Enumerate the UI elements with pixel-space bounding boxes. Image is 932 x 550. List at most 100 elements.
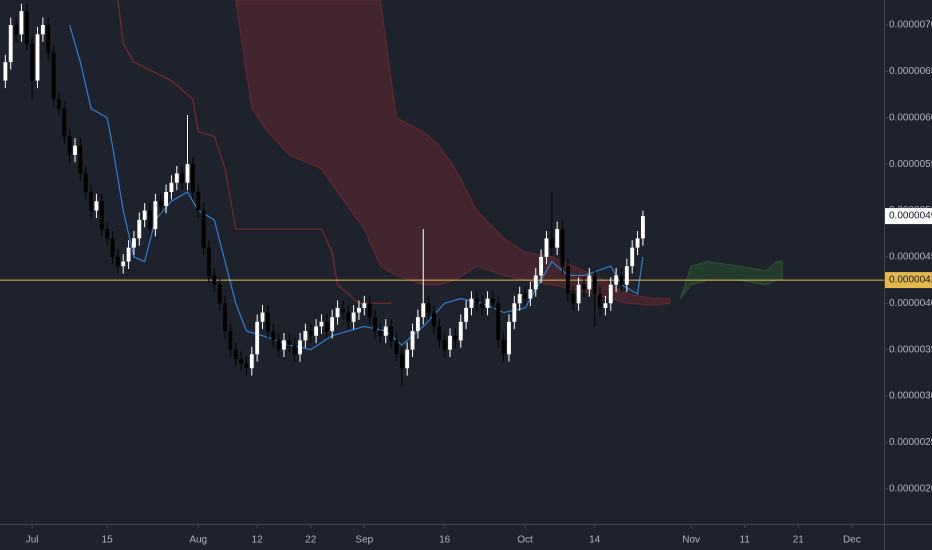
last-price-label-box: [885, 208, 932, 225]
candle-body: [458, 321, 463, 341]
candle-body: [292, 345, 297, 355]
x-tick-label: 22: [305, 535, 317, 546]
candle-body: [24, 11, 29, 44]
candle-body: [448, 335, 452, 350]
candle-body: [394, 340, 399, 355]
candle-body: [512, 303, 517, 322]
candle-body: [121, 261, 126, 267]
x-tick-label: 11: [740, 535, 751, 546]
cloud: [235, 0, 671, 306]
candle-body: [319, 321, 324, 327]
candle-body: [426, 303, 431, 313]
candle-body: [244, 363, 249, 369]
candle-body: [212, 275, 217, 285]
candle-body: [110, 238, 115, 257]
hline-label: 0.00000425: [889, 275, 932, 286]
x-tick-label: Dec: [843, 535, 861, 546]
candle-body: [614, 275, 619, 285]
candle-body: [335, 307, 340, 318]
x-tick-label: 21: [793, 535, 805, 546]
y-tick-label: 0.00000200: [889, 483, 932, 494]
last-price-label: 0.00000494: [889, 211, 932, 222]
candle-body: [544, 238, 549, 257]
candle-body: [126, 247, 131, 262]
x-tick-label: 16: [439, 535, 451, 546]
x-tick-label: Aug: [189, 535, 207, 546]
candle-body: [255, 321, 260, 355]
candle-body: [539, 256, 544, 276]
candle-body: [528, 289, 533, 299]
candle-body: [432, 312, 436, 327]
candle-body: [442, 340, 447, 350]
candle-body: [507, 321, 511, 355]
candle-body: [115, 256, 120, 267]
candle-body: [415, 317, 420, 332]
candle-body: [453, 335, 458, 341]
candle-body: [40, 25, 45, 35]
y-tick-label: 0.00000700: [889, 20, 932, 31]
candle-body: [640, 216, 645, 239]
candle-body: [405, 349, 410, 369]
candle-body: [485, 298, 490, 308]
candle-body: [94, 201, 99, 211]
candle-body: [185, 164, 190, 183]
hline-label-box: [885, 272, 932, 289]
candle-body: [624, 266, 629, 285]
candle-body: [571, 293, 576, 304]
candle-body: [582, 284, 586, 290]
candle-body: [549, 238, 554, 248]
candle-body: [282, 340, 286, 350]
candle-body: [383, 326, 388, 336]
candle-body: [62, 108, 67, 137]
candle-body: [3, 62, 8, 81]
candle-body: [8, 25, 13, 63]
candle-body: [30, 43, 35, 81]
candle-body: [464, 307, 469, 322]
candle-body: [298, 340, 302, 355]
candle-body: [399, 354, 404, 369]
candle-body: [346, 312, 351, 322]
candle-body: [89, 191, 94, 211]
candle-body: [357, 307, 361, 313]
candle-body: [421, 303, 426, 318]
candle-body: [480, 303, 485, 308]
candle-body: [496, 303, 501, 341]
candle-body: [523, 293, 527, 299]
y-tick-label: 0.00000350: [889, 344, 932, 355]
candle-body: [35, 34, 40, 81]
candle-body: [330, 317, 335, 332]
candle-body: [410, 331, 415, 350]
candle-body: [164, 191, 169, 206]
candle-body: [314, 326, 319, 336]
candle-body: [474, 298, 479, 304]
candle-body: [389, 326, 394, 341]
candle-body: [67, 136, 72, 155]
candle-body: [174, 173, 179, 183]
candle-body: [576, 284, 581, 304]
candle-body: [169, 182, 174, 192]
x-tick-label: 14: [589, 535, 601, 546]
indicator-line: [117, 0, 392, 304]
candle-body: [555, 229, 560, 248]
candle-body: [239, 358, 244, 364]
candle-body: [437, 326, 442, 341]
candle-body: [469, 298, 474, 308]
candle-body: [587, 275, 592, 290]
candle-body: [340, 307, 345, 313]
candle-body: [78, 145, 83, 174]
y-tick-label: 0.00000450: [889, 252, 932, 263]
candle-body: [603, 303, 608, 308]
candle-body: [83, 173, 88, 192]
candle-body: [565, 266, 570, 294]
candle-body: [265, 312, 270, 332]
candle-body: [362, 303, 367, 308]
candle-body: [158, 201, 163, 206]
candle-body: [303, 331, 308, 341]
candle-body: [351, 312, 356, 322]
candle-body: [490, 298, 495, 304]
candle-body: [271, 331, 276, 341]
candle-body: [517, 293, 522, 304]
